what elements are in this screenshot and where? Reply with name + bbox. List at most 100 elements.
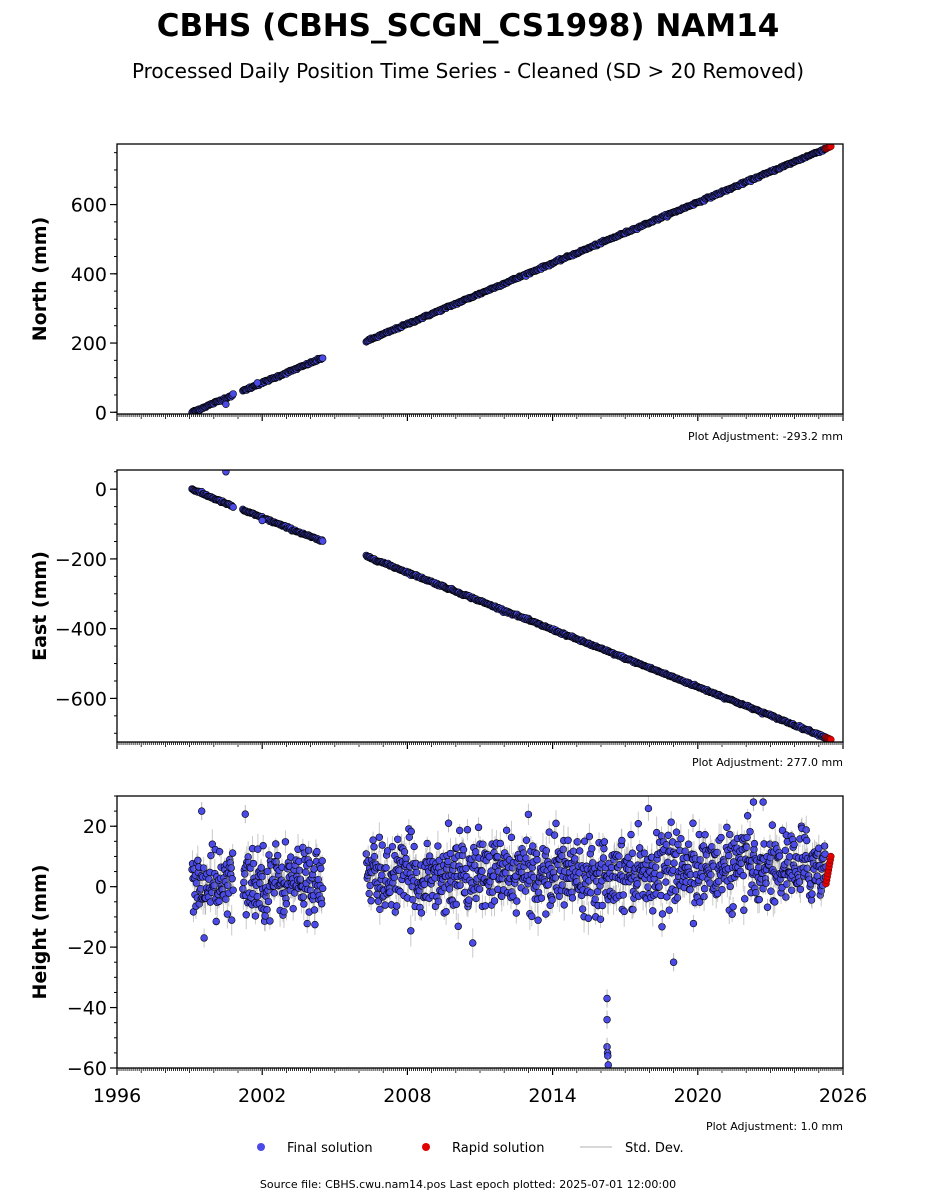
height-final-point — [778, 826, 787, 835]
height-final-point — [667, 818, 675, 826]
height-final-point — [534, 888, 543, 897]
height-final-point — [701, 831, 709, 839]
height-final-point — [311, 920, 319, 929]
height-final-point — [509, 892, 517, 901]
height-final-point — [580, 837, 589, 845]
height-final-point — [587, 889, 595, 897]
height-final-point — [388, 842, 397, 851]
height-final-point — [533, 856, 541, 864]
height-final-point — [696, 898, 704, 906]
height-final-point — [649, 907, 657, 915]
height-final-point — [740, 906, 748, 914]
height-final-point — [417, 909, 426, 917]
height-final-point — [318, 900, 326, 908]
height-final-point — [796, 885, 805, 893]
height-final-point — [215, 847, 224, 856]
height-final-point — [573, 838, 581, 846]
height-final-point — [584, 914, 593, 922]
height-final-point — [677, 834, 685, 843]
height-final-point — [289, 904, 297, 913]
chart-subtitle: Processed Daily Position Time Series - C… — [132, 59, 804, 83]
north-y-tick-label: 0 — [95, 402, 107, 424]
east-final-point — [258, 516, 266, 525]
east-y-tick-label: 0 — [95, 479, 107, 501]
height-final-point — [383, 847, 392, 855]
height-final-point — [783, 880, 791, 888]
height-final-point — [474, 823, 483, 832]
height-final-point — [455, 826, 464, 835]
height-final-point — [767, 887, 775, 895]
height-final-point — [596, 915, 605, 923]
north-final-point — [253, 379, 262, 387]
height-final-point — [603, 1015, 611, 1024]
height-final-point — [628, 849, 637, 857]
height-final-point — [560, 901, 568, 909]
height-final-point — [713, 848, 721, 857]
height-final-point — [618, 836, 626, 845]
height-final-point — [410, 842, 418, 851]
height-final-point — [442, 907, 450, 916]
north-plot-area — [188, 144, 835, 414]
height-final-point — [264, 897, 273, 906]
height-final-point — [281, 838, 290, 846]
north-y-tick-label: 600 — [71, 195, 107, 217]
height-final-point — [376, 905, 384, 914]
height-final-point — [552, 819, 560, 828]
height-final-point — [242, 911, 250, 919]
height-final-point — [768, 821, 777, 829]
height-final-point — [412, 868, 421, 877]
height-final-point — [726, 830, 734, 839]
height-final-point — [241, 810, 249, 818]
height-final-point — [378, 841, 386, 849]
height-final-point — [700, 885, 709, 893]
east-rapid-point — [827, 735, 835, 742]
height-final-point — [664, 831, 672, 839]
north-final-point — [229, 390, 237, 398]
height-final-point — [575, 869, 583, 877]
height-final-point — [462, 864, 470, 873]
height-final-point — [223, 910, 232, 918]
height-final-point — [254, 845, 262, 853]
height-final-point — [224, 881, 232, 890]
height-final-point — [394, 835, 402, 843]
height-final-point — [627, 830, 635, 839]
height-y-tick-label: −40 — [67, 998, 107, 1020]
height-final-point — [749, 798, 758, 806]
height-final-point — [400, 848, 409, 856]
height-final-point — [228, 916, 236, 924]
height-final-point — [743, 812, 752, 820]
height-final-point — [319, 884, 327, 893]
height-y-tick-label: −20 — [67, 937, 107, 959]
height-final-point — [240, 878, 248, 887]
height-final-point — [475, 885, 484, 893]
east-y-tick-label: −400 — [55, 619, 107, 641]
height-final-point — [651, 863, 660, 871]
height-final-point — [644, 804, 653, 813]
height-final-point — [718, 885, 726, 894]
height-final-point — [741, 895, 749, 903]
height-final-point — [434, 842, 442, 850]
height-final-point — [409, 895, 417, 904]
height-final-point — [746, 827, 754, 836]
height-final-point — [619, 891, 627, 899]
height-final-point — [249, 859, 258, 868]
height-final-point — [229, 886, 237, 894]
north-y-tick-label: 400 — [71, 264, 107, 286]
height-final-point — [775, 852, 784, 860]
height-final-point — [305, 859, 314, 867]
height-final-point — [407, 827, 415, 836]
height-final-point — [670, 859, 678, 867]
height-final-point — [752, 889, 760, 897]
height-final-point — [591, 895, 599, 903]
height-final-point — [551, 874, 560, 882]
height-final-point — [375, 833, 384, 841]
height-final-point — [781, 846, 790, 855]
height-final-point — [317, 864, 325, 873]
height-final-point — [390, 873, 399, 882]
height-final-point — [391, 908, 399, 916]
height-final-point — [620, 907, 628, 916]
height-final-point — [689, 919, 698, 928]
height-final-point — [367, 897, 375, 905]
height-final-point — [369, 836, 377, 844]
